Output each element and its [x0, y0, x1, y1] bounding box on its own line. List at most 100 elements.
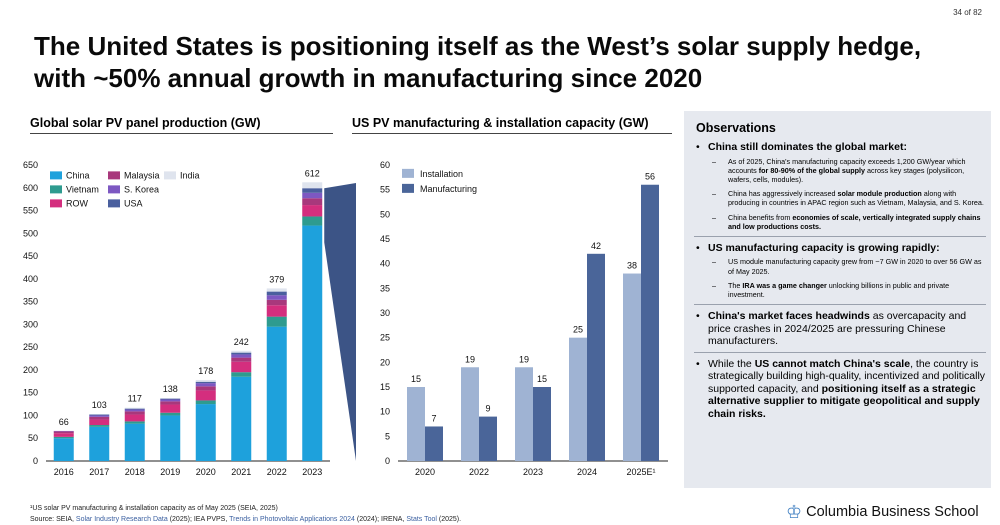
left-bar-segment [124, 408, 145, 410]
right-y-tick-label: 15 [380, 382, 390, 392]
left-x-tick-label: 2021 [231, 467, 251, 477]
left-bar-segment [266, 299, 287, 306]
left-total-label: 178 [198, 366, 213, 376]
right-bar [641, 184, 659, 461]
left-bar-segment [231, 352, 252, 355]
right-legend-swatch [402, 168, 414, 178]
right-y-tick-label: 55 [380, 185, 390, 195]
source-prefix: Source: SEIA, [30, 516, 74, 523]
right-legend-swatch [402, 183, 414, 193]
left-bar-segment [89, 425, 110, 427]
right-bar [515, 367, 533, 461]
left-bar-segment [195, 383, 216, 387]
left-x-tick-label: 2022 [267, 467, 287, 477]
observation-bullet: While the US cannot match China's scale,… [694, 358, 986, 421]
left-x-tick-label: 2016 [54, 467, 74, 477]
left-bar-segment [302, 192, 323, 199]
left-y-tick-label: 50 [28, 433, 38, 443]
right-y-tick-label: 0 [385, 456, 390, 466]
left-legend-swatch [108, 185, 120, 194]
logo-text: Columbia Business School [806, 504, 979, 520]
columbia-crown-icon: ♔ [786, 502, 803, 522]
left-legend-label: ROW [66, 198, 89, 208]
observation-bullet: China's market faces headwinds as overca… [694, 310, 986, 348]
mid-chart-title: US PV manufacturing & installation capac… [352, 116, 649, 130]
left-legend-swatch [108, 171, 120, 180]
left-y-tick-label: 600 [23, 183, 38, 193]
left-x-tick-label: 2018 [125, 467, 145, 477]
left-bar-segment [53, 438, 74, 461]
mid-chart-title-rule [352, 133, 672, 134]
left-bar-segment [195, 381, 216, 384]
left-bar-segment [89, 419, 110, 426]
left-bar-segment [195, 400, 216, 405]
observations-separator [694, 235, 986, 237]
left-bar-segment [195, 404, 216, 461]
left-y-tick-label: 400 [23, 274, 38, 284]
right-bar [587, 253, 605, 461]
left-legend-swatch [50, 185, 62, 194]
left-legend-label: India [180, 170, 200, 180]
left-bar-segment [231, 350, 252, 353]
page-title: The United States is positioning itself … [34, 31, 922, 93]
left-y-tick-label: 550 [23, 206, 38, 216]
observation-bullet: US manufacturing capacity is growing rap… [694, 242, 986, 255]
left-bar-segment [266, 326, 287, 461]
left-bar-segment [231, 376, 252, 461]
left-y-tick-label: 500 [23, 228, 38, 238]
source-suffix: (2025). [438, 516, 462, 523]
right-bar [533, 387, 551, 461]
left-bar-segment [302, 205, 323, 217]
right-legend-label: Manufacturing [420, 184, 477, 194]
right-value-label: 7 [431, 413, 436, 423]
right-y-tick-label: 60 [380, 160, 390, 170]
observation-bullet: China still dominates the global market: [694, 141, 986, 154]
left-bar-segment [89, 416, 110, 420]
footnote: ¹US solar PV manufacturing & installatio… [30, 505, 278, 512]
left-total-label: 117 [128, 394, 142, 404]
left-bar-segment [53, 431, 74, 434]
left-bar-segment [195, 386, 216, 391]
left-bar-segment [124, 423, 145, 461]
left-bar-segment [195, 379, 216, 382]
left-bar-segment [89, 426, 110, 461]
left-x-tick-label: 2017 [89, 467, 109, 477]
left-bar-segment [160, 401, 181, 405]
observation-sub-bullet: US module manufacturing capacity grew fr… [694, 257, 986, 275]
left-bar-segment [160, 398, 181, 400]
left-bar-segment [53, 436, 74, 439]
source-link-seia[interactable]: Solar Industry Research Data [75, 516, 168, 523]
observations-heading: Observations [696, 121, 776, 135]
right-y-tick-label: 25 [380, 333, 390, 343]
left-bar-segment [160, 412, 181, 416]
observation-sub-bullet: The IRA was a game changer unlocking bil… [694, 281, 986, 299]
source-link-iea[interactable]: Trends in Photovoltaic Applications 2024 [229, 516, 355, 523]
left-x-tick-label: 2019 [160, 467, 180, 477]
source-link-irena[interactable]: Stats Tool [406, 516, 437, 523]
left-chart-title: Global solar PV panel production (GW) [30, 116, 261, 130]
left-bar-segment [266, 288, 287, 292]
left-total-label: 138 [163, 384, 178, 394]
left-legend-label: Vietnam [66, 184, 99, 194]
left-x-tick-label: 2023 [302, 467, 322, 477]
left-bar-segment [160, 415, 181, 461]
right-x-tick-label: 2020 [415, 467, 435, 477]
right-value-label: 15 [411, 374, 421, 384]
right-value-label: 56 [645, 172, 655, 182]
observations-separator [694, 351, 986, 353]
left-bar-segment [124, 407, 145, 409]
left-legend-label: USA [124, 198, 143, 208]
right-bar [569, 337, 587, 461]
left-y-tick-label: 150 [23, 388, 38, 398]
left-bar-segment [302, 182, 323, 189]
left-total-label: 103 [92, 400, 107, 410]
left-y-tick-label: 200 [23, 365, 38, 375]
left-y-tick-label: 0 [33, 456, 38, 466]
observation-sub-bullet: As of 2025, China's manufacturing capaci… [694, 157, 986, 185]
source-mid2: (2024); IRENA, [356, 516, 405, 523]
source-mid1: (2025); IEA PVPS, [169, 516, 228, 523]
right-value-label: 38 [627, 261, 637, 271]
left-bar-segment [89, 414, 110, 416]
observation-sub-bullet: China benefits from economies of scale, … [694, 213, 986, 231]
left-bar-segment [266, 316, 287, 327]
